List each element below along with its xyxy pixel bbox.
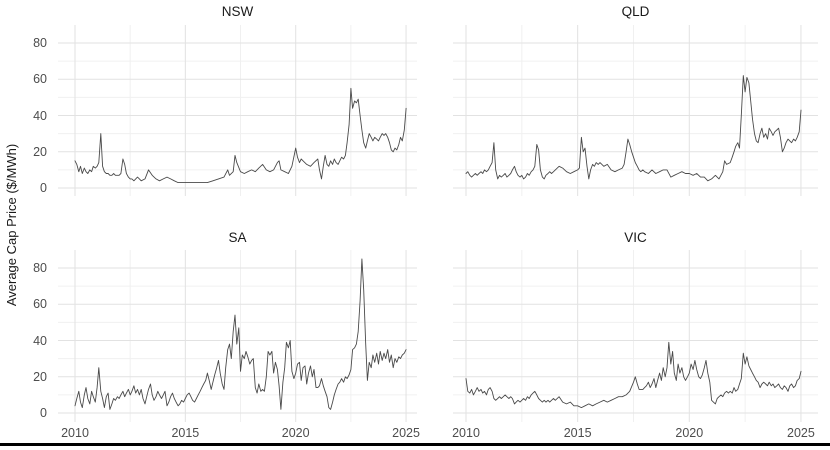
y-tick-label: 40 (33, 333, 47, 348)
price-line-vic (465, 341, 802, 409)
bottom-border (0, 443, 830, 446)
x-tick-label: 2010 (61, 426, 89, 440)
price-line-qld (465, 75, 802, 182)
facet-title-vic: VIC (624, 230, 647, 245)
x-tick-label: 2015 (171, 426, 200, 440)
y-tick-label: 40 (33, 108, 47, 123)
y-tick-label: 80 (33, 261, 47, 275)
y-tick-label: 60 (33, 297, 47, 312)
facet-plot-qld (453, 25, 818, 196)
x-tick-label: 2020 (281, 426, 310, 440)
y-tick-label: 60 (33, 72, 47, 87)
facet-plot-nsw (58, 25, 417, 196)
x-tick-label: 2025 (787, 426, 815, 440)
y-tick-label: 0 (40, 406, 47, 420)
price-line-nsw (74, 87, 407, 184)
facet-title-nsw: NSW (221, 4, 254, 19)
facet-plot-sa (58, 250, 417, 422)
y-tick-label: 20 (33, 144, 47, 159)
y-tick-label: 80 (33, 36, 47, 50)
facet-title-sa: SA (228, 230, 247, 245)
x-tick-label: 2010 (452, 426, 480, 440)
facet-plot-vic (453, 250, 818, 422)
x-tick-label: 2020 (675, 426, 704, 440)
price-line-sa (74, 258, 407, 410)
x-tick-label: 2015 (563, 426, 592, 440)
facet-title-qld: QLD (621, 4, 650, 19)
y-tick-label: 0 (40, 181, 47, 195)
x-tick-label: 2025 (392, 426, 420, 440)
y-tick-label: 20 (33, 369, 47, 384)
